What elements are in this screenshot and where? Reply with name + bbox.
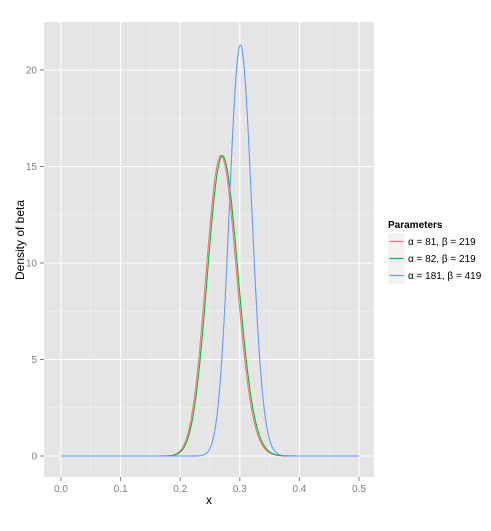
legend-label: α = 181, β = 419	[408, 271, 482, 282]
legend-label: α = 81, β = 219	[408, 237, 476, 248]
minor-gridlines	[44, 22, 374, 477]
x-tick-label: 0.3	[233, 484, 247, 495]
y-tick-label: 15	[26, 162, 38, 173]
x-tick-label: 0.0	[54, 484, 68, 495]
x-tick-label: 0.4	[292, 484, 306, 495]
y-tick-label: 20	[26, 66, 38, 77]
y-tick-label: 5	[31, 355, 37, 366]
y-axis-title: Density of beta	[13, 200, 27, 280]
legend-title: Parameters	[388, 220, 443, 231]
y-tick-label: 10	[26, 259, 38, 270]
x-axis-ticks: 0.0 0.1 0.2 0.3 0.4 0.5	[54, 477, 366, 495]
x-tick-label: 0.1	[114, 484, 128, 495]
legend-label: α = 82, β = 219	[408, 254, 476, 265]
x-tick-label: 0.5	[352, 484, 366, 495]
y-axis-ticks: 0 5 10 15 20	[26, 66, 44, 463]
series-lines	[61, 44, 359, 457]
series-line	[61, 44, 359, 457]
legend: Parameters α = 81, β = 219 α = 82, β = 21…	[388, 220, 482, 284]
y-tick-label: 0	[31, 452, 37, 463]
x-axis-title: x	[206, 493, 212, 507]
x-tick-label: 0.2	[173, 484, 187, 495]
